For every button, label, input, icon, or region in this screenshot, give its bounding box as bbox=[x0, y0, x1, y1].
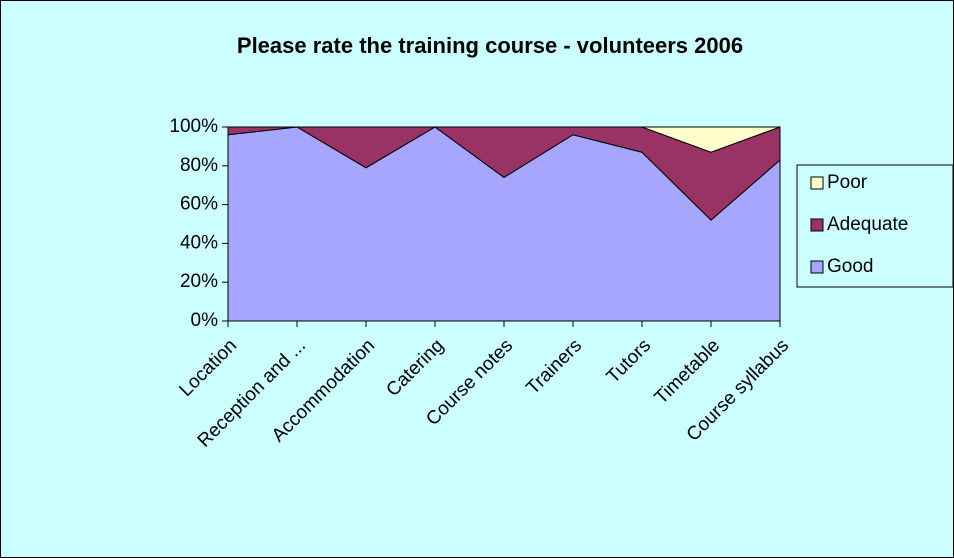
y-tick-label: 60% bbox=[180, 194, 218, 215]
legend-label: Adequate bbox=[827, 214, 908, 235]
y-tick-label: 80% bbox=[180, 155, 218, 176]
chart-title: Please rate the training course - volunt… bbox=[237, 33, 743, 58]
legend-swatch bbox=[810, 260, 824, 274]
y-tick-label: 100% bbox=[169, 116, 218, 137]
area bbox=[228, 126, 781, 153]
legend-label: Poor bbox=[827, 172, 868, 193]
y-tick-label: 20% bbox=[180, 271, 218, 292]
y-tick-label: 0% bbox=[191, 310, 219, 331]
legend-swatch bbox=[810, 176, 824, 190]
legend-swatch bbox=[810, 218, 824, 232]
legend-label: Good bbox=[827, 256, 873, 277]
y-tick-label: 40% bbox=[180, 232, 218, 253]
